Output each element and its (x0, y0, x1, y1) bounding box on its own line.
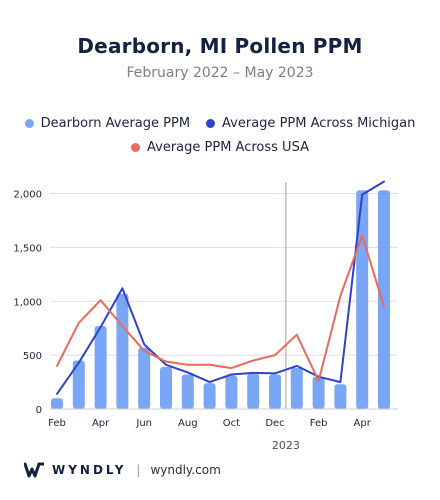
legend-row-1: Dearborn Average PPM Average PPM Across … (0, 116, 440, 131)
legend-label-michigan: Average PPM Across Michigan (222, 116, 416, 131)
legend-label-usa: Average PPM Across USA (147, 140, 309, 155)
wyndly-logo-icon (24, 462, 44, 478)
bar-5 (160, 366, 172, 409)
x-tick-label-1: Apr (92, 418, 110, 429)
legend-item-usa: Average PPM Across USA (131, 140, 309, 155)
year-marker-label: 2023 (272, 439, 300, 452)
y-tick-label-500: 500 (23, 351, 42, 362)
footer-separator: | (136, 463, 141, 477)
footer-site-link[interactable]: wyndly.com (150, 463, 221, 477)
chart-title: Dearborn, MI Pollen PPM (77, 34, 363, 58)
bar-8 (225, 375, 238, 409)
bar-12 (312, 376, 325, 409)
bar-2 (94, 326, 107, 409)
bar-10 (269, 374, 281, 409)
bar-11 (290, 368, 303, 409)
legend-label-dearborn: Dearborn Average PPM (40, 116, 191, 131)
y-tick-label-2000: 2,000 (13, 190, 42, 201)
y-tick-label-1500: 1,500 (13, 243, 42, 254)
legend-item-michigan: Average PPM Across Michigan (206, 116, 415, 131)
legend-row-2: Average PPM Across USA (0, 140, 440, 155)
legend-swatch-dearborn (24, 119, 34, 128)
x-tick-label-7: Apr (354, 418, 372, 429)
bar-6 (181, 374, 194, 409)
y-tick-label-0: 0 (36, 405, 42, 416)
x-tick-label-4: Oct (223, 418, 240, 429)
bar-3 (116, 293, 129, 409)
bar-9 (247, 373, 260, 409)
x-tick-label-6: Feb (310, 418, 328, 429)
bar-13 (334, 384, 347, 409)
bar-7 (203, 383, 216, 409)
x-tick-label-2: Jun (135, 418, 152, 429)
legend-item-dearborn: Dearborn Average PPM (24, 116, 191, 131)
bar-0 (51, 398, 63, 409)
x-tick-label-0: Feb (48, 418, 66, 429)
legend-swatch-michigan (206, 119, 216, 128)
x-tick-label-5: Dec (265, 418, 284, 429)
x-tick-label-3: Aug (178, 418, 198, 429)
footer-brand: WYNDLY (52, 463, 127, 477)
series-line-1 (56, 180, 385, 395)
footer: WYNDLY | wyndly.com (24, 462, 221, 478)
bar-4 (138, 347, 151, 409)
series-line-2 (56, 234, 385, 382)
bar-1 (72, 360, 85, 409)
chart-subtitle: February 2022 – May 2023 (126, 65, 314, 81)
legend-swatch-usa (131, 143, 141, 152)
y-tick-label-1000: 1,000 (13, 297, 42, 308)
bar-15 (378, 190, 390, 409)
